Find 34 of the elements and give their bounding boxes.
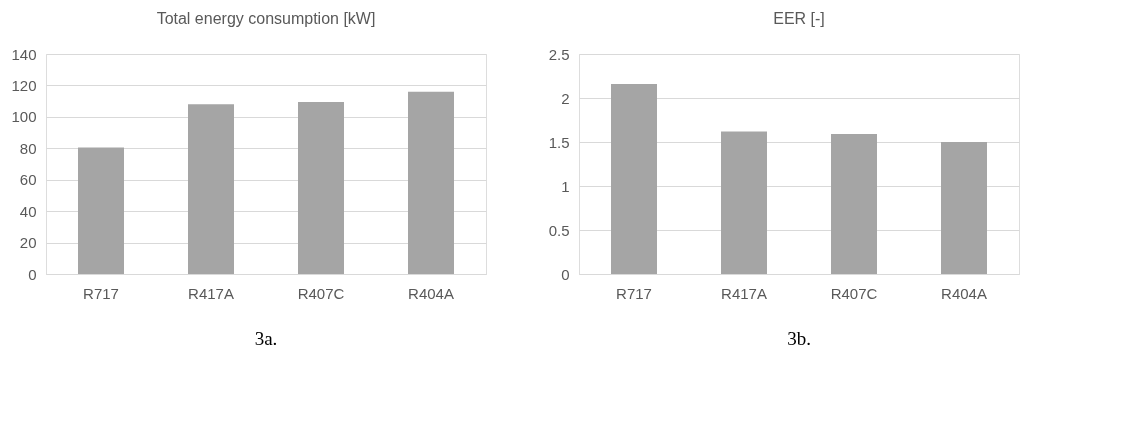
bar bbox=[298, 101, 344, 274]
y-tick-label: 120 bbox=[11, 76, 37, 94]
y-tick-label: 1.5 bbox=[548, 133, 570, 151]
y-tick-label: 0 bbox=[561, 265, 570, 283]
chart-title: EER [-] bbox=[773, 10, 825, 27]
y-tick-label: 80 bbox=[19, 139, 37, 157]
y-tick-label: 60 bbox=[19, 171, 37, 189]
bar bbox=[188, 104, 234, 274]
y-tick-label: 1 bbox=[561, 177, 570, 195]
y-tick-label: 0 bbox=[28, 265, 37, 283]
x-tick-label: R404A bbox=[408, 284, 454, 302]
y-tick-label: 2 bbox=[561, 89, 570, 107]
bar bbox=[721, 131, 767, 274]
y-tick-label: 140 bbox=[11, 45, 37, 63]
bar bbox=[408, 91, 454, 274]
bar bbox=[78, 147, 124, 274]
text: 3a. bbox=[254, 328, 278, 349]
y-tick-label: 20 bbox=[19, 234, 37, 252]
x-tick-label: R717 bbox=[83, 284, 119, 302]
bar bbox=[941, 142, 987, 274]
y-tick-label: 0.5 bbox=[548, 221, 570, 239]
x-tick-label: R404A bbox=[941, 284, 987, 302]
x-tick-label: R407C bbox=[297, 284, 345, 302]
x-tick-label: R407C bbox=[830, 284, 878, 302]
bar bbox=[611, 83, 657, 274]
x-tick-label: R417A bbox=[188, 284, 234, 302]
y-tick-label: 100 bbox=[11, 108, 37, 126]
x-tick-label: R717 bbox=[616, 284, 652, 302]
chart-title: Total energy consumption [kW] bbox=[156, 10, 376, 27]
bar bbox=[831, 134, 877, 274]
x-tick-label: R417A bbox=[721, 284, 767, 302]
y-tick-label: 2.5 bbox=[548, 45, 570, 63]
y-tick-label: 40 bbox=[19, 202, 37, 220]
text: 3b. bbox=[787, 328, 811, 349]
